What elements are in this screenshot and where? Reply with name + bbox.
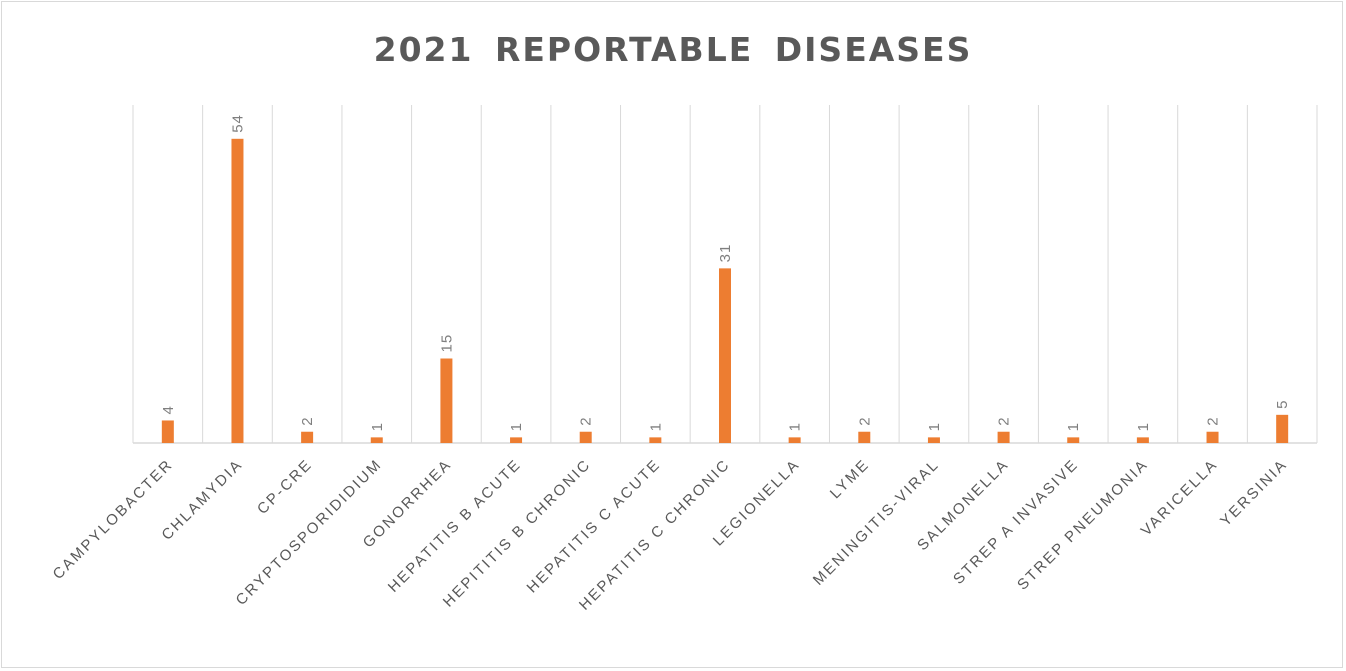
bar-hepatitis-c-chronic [719, 268, 731, 443]
data-label: 1 [647, 422, 664, 431]
data-label: 1 [787, 422, 804, 431]
category-label: CP-CRE [254, 456, 316, 518]
bar-gonorrhea [440, 358, 453, 443]
bar-cryptosporididium [370, 437, 383, 443]
data-label: 1 [926, 422, 943, 431]
bar-yersinia [1276, 414, 1289, 443]
data-label: 54 [229, 114, 246, 133]
bars [161, 138, 1289, 444]
bar-strep-pneumonia [1136, 437, 1149, 443]
data-label: 31 [717, 244, 734, 263]
category-label: CAMPYLOBACTER [50, 456, 177, 583]
data-label: 1 [369, 422, 386, 431]
data-label: 2 [578, 416, 595, 425]
data-label: 2 [856, 416, 873, 425]
data-label: 15 [438, 334, 455, 353]
category-label: LYME [827, 456, 873, 502]
data-label: 2 [996, 416, 1013, 425]
category-label: MENINGITIS-VIRAL [810, 456, 943, 589]
bar-campylobacter [161, 420, 174, 443]
grid-lines [132, 105, 1318, 444]
bar-lyme [858, 431, 871, 443]
data-label: 2 [1205, 416, 1222, 425]
data-label: 2 [299, 416, 316, 425]
bar-cp-cre [301, 431, 314, 443]
data-label: 4 [160, 405, 177, 414]
bar-hepatitis-b-acute [510, 437, 523, 443]
category-label: CRYPTOSPORIDIDIUM [233, 456, 386, 609]
category-label: YERSINIA [1217, 456, 1291, 530]
data-label: 1 [508, 422, 525, 431]
bar-hepititis-b-chronic [579, 431, 592, 443]
data-label: 1 [1135, 422, 1152, 431]
category-label: HEPITITIS B CHRONIC [440, 456, 595, 611]
bar-hepatitis-c-acute [649, 437, 662, 443]
bar-varicella [1206, 431, 1219, 443]
category-label: HEPATITIS B ACUTE [385, 456, 525, 596]
category-label: HEPATITIS C ACUTE [524, 456, 665, 597]
bar-meningitis-viral [927, 437, 940, 443]
bar-strep-a-invasive [1067, 437, 1080, 443]
bar-legionella [788, 437, 801, 443]
category-label: HEPATITIS C CHRONIC [576, 456, 734, 614]
data-labels: 4 54 2 1 15 1 2 1 31 1 2 1 2 1 1 2 5 [160, 114, 1291, 431]
category-label: STREP PNEUMONIA [1014, 456, 1152, 594]
category-label: STREP A INVASIVE [950, 456, 1082, 588]
bar-chlamydia [231, 138, 244, 444]
data-label: 1 [1065, 422, 1082, 431]
data-label: 5 [1274, 399, 1291, 408]
bar-salmonella [997, 431, 1010, 443]
chart-title: 2021 REPORTABLE DISEASES [373, 30, 973, 69]
